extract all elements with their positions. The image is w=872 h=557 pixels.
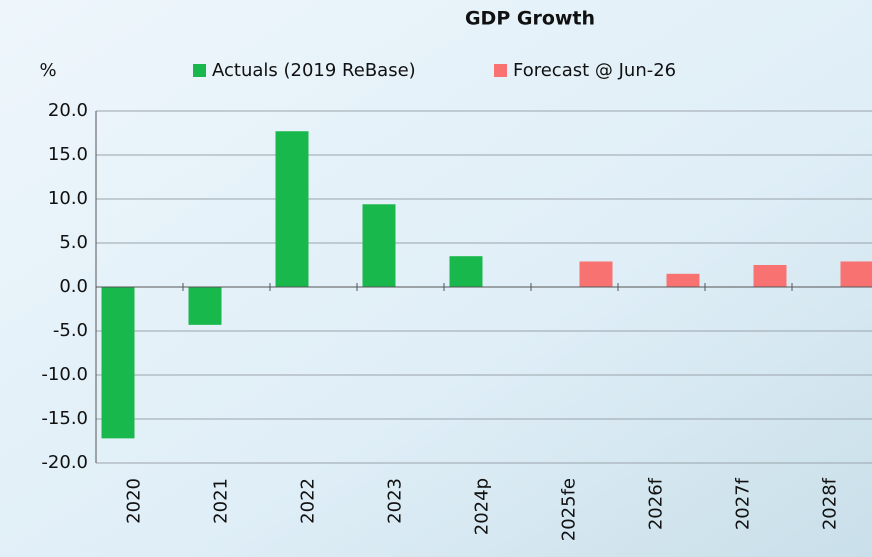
x-tick-label: 2022 (298, 478, 319, 524)
x-tick-label: 2021 (211, 478, 232, 524)
legend-label: Forecast @ Jun-26 (513, 60, 676, 81)
y-tick-label: -20.0 (41, 452, 88, 473)
y-tick-label: -15.0 (41, 408, 88, 429)
bar (275, 131, 309, 287)
bar (579, 261, 613, 287)
y-tick-label: -10.0 (41, 364, 88, 385)
x-tick-label: 2023 (385, 478, 406, 524)
legend-swatch (494, 64, 507, 77)
bar (666, 273, 700, 287)
x-tick-label: 2027f (733, 477, 754, 530)
x-tick-label: 2028f (820, 477, 841, 530)
y-axis-label: % (39, 60, 56, 81)
chart-title: GDP Growth (465, 8, 595, 30)
legend-swatch (193, 64, 206, 77)
y-tick-label: 20.0 (48, 100, 88, 121)
bar (101, 287, 135, 439)
x-tick-label: 2024p (472, 478, 493, 535)
y-tick-label: 0.0 (59, 276, 88, 297)
y-tick-label: 5.0 (59, 232, 88, 253)
y-tick-label: -5.0 (53, 320, 88, 341)
bar (753, 265, 787, 287)
x-tick-label: 2026f (646, 477, 667, 530)
bar (449, 256, 483, 287)
x-tick-label: 2020 (124, 478, 145, 524)
bar (840, 261, 872, 287)
bar (188, 287, 222, 325)
y-tick-label: 15.0 (48, 144, 88, 165)
x-tick-label: 2025fe (559, 478, 580, 541)
y-tick-label: 10.0 (48, 188, 88, 209)
bar (362, 204, 396, 287)
legend-label: Actuals (2019 ReBase) (212, 60, 416, 81)
